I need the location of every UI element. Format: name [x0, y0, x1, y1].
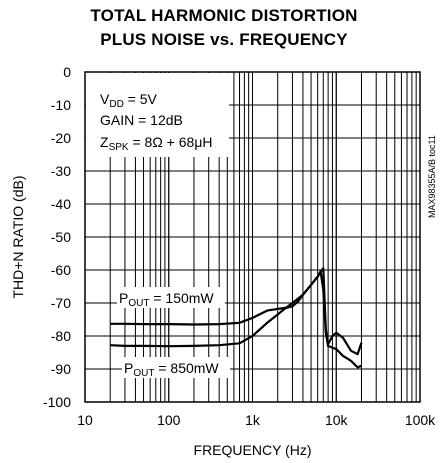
- series-label-150mw: POUT = 150mW: [119, 290, 214, 309]
- y-tick-label: -60: [51, 262, 71, 278]
- series-layer: [110, 267, 363, 369]
- series-line-1: [110, 267, 363, 356]
- annotation-layer: VDD = 5V GAIN = 12dB ZSPK = 8Ω + 68μH POUT …: [86, 73, 437, 379]
- y-tick-label: -80: [51, 328, 71, 344]
- condition-gain: GAIN = 12dB: [100, 112, 183, 128]
- condition-zspk: ZSPK = 8Ω + 68μH: [100, 134, 213, 153]
- plot-frame: [84, 71, 421, 403]
- x-tick-label: 1k: [245, 412, 261, 428]
- y-tick-label: -30: [51, 163, 71, 179]
- series-label-bg-1: [117, 287, 225, 308]
- chart-title-line-2: PLUS NOISE vs. FREQUENCY: [100, 30, 348, 49]
- series-label-850mw: POUT = 850mW: [124, 360, 219, 379]
- y-tick-label: -50: [51, 229, 71, 245]
- x-tick-label: 100k: [405, 412, 436, 428]
- tick-label-layer: 0 -10 -20 -30 -40 -50 -60 -70 -80 -90 -100 10 100 1k 1…: [10, 64, 436, 458]
- y-tick-label: -10: [51, 97, 71, 113]
- y-tick-label: -40: [51, 196, 71, 212]
- series-label-bg-2: [122, 357, 230, 378]
- frame-layer: [84, 71, 421, 403]
- series-line-2: [110, 270, 362, 369]
- conditions-box: [86, 73, 229, 157]
- y-tick-label: -100: [43, 394, 71, 410]
- y-tick-label: -90: [51, 361, 71, 377]
- figure-tag: MAX98355A/B toc11: [427, 135, 437, 218]
- x-axis-label: FREQUENCY (Hz): [194, 442, 312, 458]
- x-tick-label: 10k: [325, 412, 349, 428]
- y-tick-label: 0: [63, 64, 71, 80]
- chart-title-line-1: TOTAL HARMONIC DISTORTION: [90, 6, 358, 25]
- y-axis-label: THD+N RATIO (dB): [10, 175, 26, 298]
- y-tick-label: -20: [51, 130, 71, 146]
- condition-vdd: VDD = 5V: [100, 91, 158, 110]
- x-tick-label: 100: [157, 412, 181, 428]
- y-tick-label: -70: [51, 295, 71, 311]
- x-tick-label: 10: [77, 412, 93, 428]
